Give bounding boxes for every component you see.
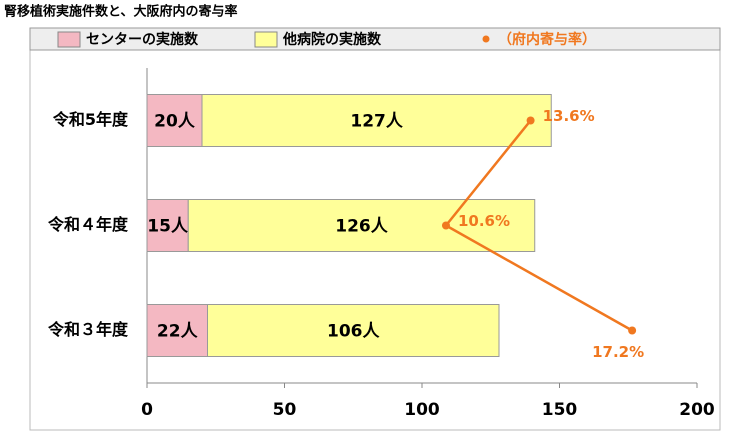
x-tick-label: 50 (273, 400, 297, 420)
bar-segment (146, 304, 208, 357)
chart-title: 腎移植術実施件数と、大阪府内の寄与率 (4, 4, 237, 20)
bar-segment (207, 304, 500, 357)
bar-segment (146, 199, 189, 252)
bar-label: 126人 (335, 217, 388, 237)
y-tick-label: 令和４年度 (47, 215, 129, 234)
x-tick-label: 100 (404, 400, 440, 420)
rate-label: 17.2% (592, 343, 644, 361)
legend-box (29, 27, 721, 51)
x-tick-label: 0 (141, 400, 153, 420)
legend-label: センターの実施数 (86, 31, 199, 48)
rate-point (628, 326, 637, 335)
bar-label: 106人 (327, 322, 380, 342)
rate-label: 10.6% (458, 212, 510, 230)
legend-swatch (254, 31, 278, 48)
legend-swatch (57, 31, 81, 48)
bar-label: 127人 (350, 112, 403, 132)
rate-point (441, 221, 450, 230)
legend-label: 他病院の実施数 (282, 31, 382, 48)
rate-point (526, 116, 535, 125)
y-tick-label: 令和３年度 (47, 320, 129, 339)
bar-segment (201, 94, 552, 147)
y-tick-label: 令和5年度 (52, 110, 129, 129)
bar-label: 15人 (147, 217, 189, 237)
legend-marker (482, 35, 490, 43)
bar-label: 22人 (157, 322, 199, 342)
bar-label: 20人 (154, 112, 196, 132)
rate-label: 13.6% (543, 107, 595, 125)
x-tick-label: 200 (679, 400, 715, 420)
bar-segment (146, 94, 203, 147)
legend-label: （府内寄与率） (498, 31, 596, 48)
x-tick-label: 150 (542, 400, 578, 420)
